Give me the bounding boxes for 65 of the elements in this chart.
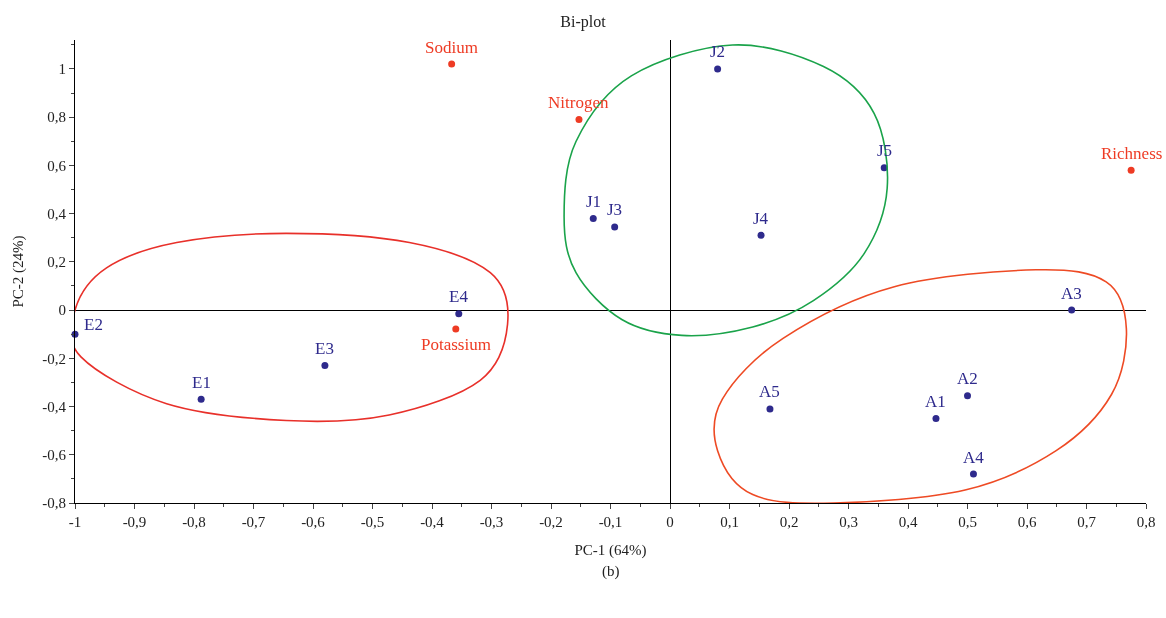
point (321, 362, 329, 370)
x-tick-label: -0,1 (598, 514, 623, 530)
point (1127, 166, 1135, 174)
x-tick-label: -0,6 (301, 514, 326, 530)
y-tick-label: -0,4 (42, 398, 67, 415)
x-tick-label: -0,5 (360, 514, 385, 530)
chart-title: Bi-plot (560, 12, 607, 31)
point (766, 405, 774, 413)
annotation: E3 (315, 339, 334, 358)
point (448, 60, 456, 68)
annotation: J3 (607, 200, 623, 219)
x-tick-label: 0 (666, 514, 674, 530)
x-axis-title: PC-1 (64%) (574, 542, 647, 559)
annotation: A1 (925, 392, 946, 411)
x-tick-label: 0,7 (1077, 514, 1097, 530)
point (452, 325, 460, 333)
point (197, 395, 205, 403)
annotation: Potassium (421, 335, 491, 354)
annotation: E1 (192, 373, 211, 392)
point (964, 392, 971, 400)
y-tick-label: 0,2 (47, 254, 66, 271)
point (969, 470, 977, 478)
x-tick-label: -0,4 (420, 514, 445, 530)
annotation: A4 (963, 448, 985, 467)
annotation: J1 (586, 192, 602, 211)
x-tick-label: -0,2 (539, 514, 563, 530)
annotation: Richness (1101, 144, 1163, 163)
x-tick-label: 0,1 (720, 514, 739, 530)
y-tick-label: 0,8 (47, 109, 66, 126)
point (575, 116, 583, 124)
annotation: E2 (84, 315, 103, 334)
annotation: E4 (449, 287, 469, 306)
y-tick-label: 0,6 (47, 157, 67, 174)
y-tick-label: -0,8 (42, 495, 66, 512)
point (611, 223, 619, 231)
point (932, 415, 940, 423)
y-tick-label: -0,2 (42, 350, 66, 367)
x-tick-label: -0,8 (182, 514, 206, 530)
point (757, 231, 765, 239)
text: (b) (602, 563, 620, 580)
x-tick-label: 0,5 (958, 514, 977, 530)
y-axis-title: PC-2 (24%) (9, 235, 27, 308)
y-tick-label: -0,6 (42, 447, 67, 464)
x-tick-label: 0,6 (1017, 514, 1037, 530)
x-tick-label: 0,2 (779, 514, 799, 530)
annotation: J4 (753, 209, 769, 228)
annotation: A3 (1061, 284, 1082, 303)
point (714, 65, 722, 73)
annotation: A2 (957, 369, 978, 388)
point (589, 214, 597, 222)
x-tick-label: 0,4 (898, 514, 918, 530)
x-tick-label: -0,7 (241, 514, 266, 530)
x-tick-label: 0,8 (1136, 514, 1156, 530)
x-tick-label: -0,9 (122, 514, 147, 530)
point (1068, 306, 1076, 314)
annotation: J2 (710, 42, 726, 61)
x-tick-label: 0,3 (839, 514, 858, 530)
annotation: A5 (759, 382, 780, 401)
y-tick-label: 0 (58, 302, 66, 319)
y-tick-label: 0,4 (47, 205, 67, 222)
y-tick-label: 1 (58, 61, 66, 78)
annotation: Sodium (425, 38, 478, 57)
x-tick-label: -1 (68, 514, 82, 530)
point (455, 310, 463, 318)
x-tick-label: -0,3 (479, 514, 504, 530)
